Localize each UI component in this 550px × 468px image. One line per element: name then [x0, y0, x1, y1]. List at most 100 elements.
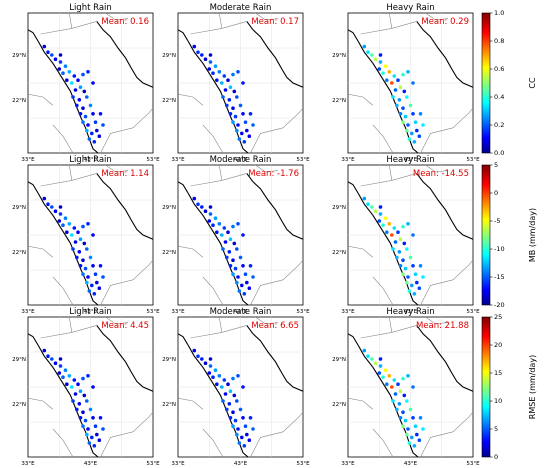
station-marker [87, 289, 92, 293]
station-marker [211, 375, 215, 380]
station-marker [228, 389, 233, 394]
station-marker [235, 399, 239, 403]
red-sea-coastline [37, 192, 99, 306]
station-marker [417, 286, 422, 291]
station-marker [200, 357, 204, 361]
station-marker [238, 407, 243, 412]
station-marker [241, 264, 245, 268]
station-marker [65, 382, 69, 387]
station-marker [236, 275, 240, 279]
country-border [100, 412, 154, 458]
station-marker [217, 222, 222, 226]
station-marker [208, 212, 213, 216]
station-marker [238, 103, 243, 108]
station-marker [211, 71, 215, 75]
station-marker [50, 205, 54, 209]
panel-title: Light Rain [69, 307, 112, 317]
station-marker [200, 53, 204, 57]
station-marker [223, 240, 228, 244]
station-marker [385, 382, 389, 387]
station-marker [418, 112, 423, 116]
station-marker [57, 67, 62, 71]
station-marker [401, 72, 405, 77]
station-marker [57, 219, 62, 223]
station-marker [383, 216, 388, 220]
station-marker [61, 71, 65, 75]
country-border [177, 397, 204, 410]
station-marker [76, 230, 80, 234]
station-marker [240, 435, 244, 440]
station-marker [233, 418, 238, 423]
station-marker [226, 78, 230, 82]
station-marker [403, 114, 408, 119]
station-marker [221, 95, 225, 99]
station-marker [42, 196, 47, 201]
station-marker [228, 112, 233, 116]
sinai-coastline [347, 29, 359, 42]
station-marker [235, 128, 239, 133]
station-marker [76, 382, 80, 387]
station-marker [57, 371, 62, 375]
station-marker [387, 70, 392, 74]
station-marker [231, 410, 235, 415]
station-marker [408, 103, 413, 108]
station-marker [85, 280, 89, 285]
colorbar-gradient [481, 164, 491, 306]
country-border [100, 108, 154, 154]
country-border [425, 12, 449, 21]
latitude-tick: 29°N [162, 205, 176, 211]
red-sea-coastline [187, 40, 249, 154]
country-border [347, 397, 374, 410]
station-marker [385, 78, 389, 82]
station-marker [81, 120, 85, 124]
station-marker [78, 389, 83, 394]
station-marker [95, 280, 99, 285]
station-marker [407, 441, 412, 445]
station-marker [71, 247, 75, 251]
station-marker [88, 407, 93, 412]
station-marker [362, 196, 367, 201]
station-marker [401, 410, 405, 415]
panel-mean: Mean: 0.16 [101, 17, 149, 27]
station-marker [225, 407, 229, 412]
panel-title: Moderate Rain [210, 3, 272, 13]
colorbar-tick-label: 5 [494, 161, 498, 169]
station-marker [231, 120, 235, 124]
station-marker [71, 95, 75, 99]
panel-mean: Mean: 1.14 [101, 169, 149, 179]
colorbar-tick-label: 0.0 [494, 149, 504, 157]
station-marker [61, 223, 65, 227]
station-marker [91, 416, 95, 420]
station-marker [72, 74, 77, 78]
station-marker [207, 371, 212, 375]
station-marker [91, 112, 95, 116]
station-marker [381, 375, 385, 380]
station-marker [207, 219, 212, 223]
latitude-tick: 22°N [12, 98, 26, 104]
station-marker [222, 74, 227, 78]
longitude-tick: 33°E [171, 309, 185, 315]
station-marker [406, 70, 410, 74]
station-marker [220, 385, 224, 389]
station-marker [82, 241, 87, 246]
map-panel: Light Rain Mean: 4.45 33°E 43°E 53°E 29°N 22°N [12, 307, 160, 467]
longitude-tick: 53°E [296, 461, 310, 467]
station-marker [215, 230, 219, 234]
station-marker [385, 230, 389, 234]
map-panel: Moderate Rain Mean: -1.76 33°E 43°E 53°E 29°N… [162, 155, 310, 315]
station-marker [415, 128, 419, 133]
station-marker [378, 60, 383, 64]
station-marker [402, 89, 407, 94]
panel-mean: Mean: -14.55 [413, 169, 469, 179]
station-marker [70, 81, 74, 85]
station-marker [92, 292, 97, 296]
station-marker [362, 44, 367, 49]
country-border [105, 164, 129, 173]
station-marker [240, 283, 244, 288]
country-border [425, 316, 449, 325]
station-marker [383, 64, 388, 68]
colorbar-tick-label: -20 [494, 301, 505, 309]
station-marker [53, 361, 58, 366]
station-marker [217, 70, 222, 74]
panel-title: Moderate Rain [210, 155, 272, 165]
